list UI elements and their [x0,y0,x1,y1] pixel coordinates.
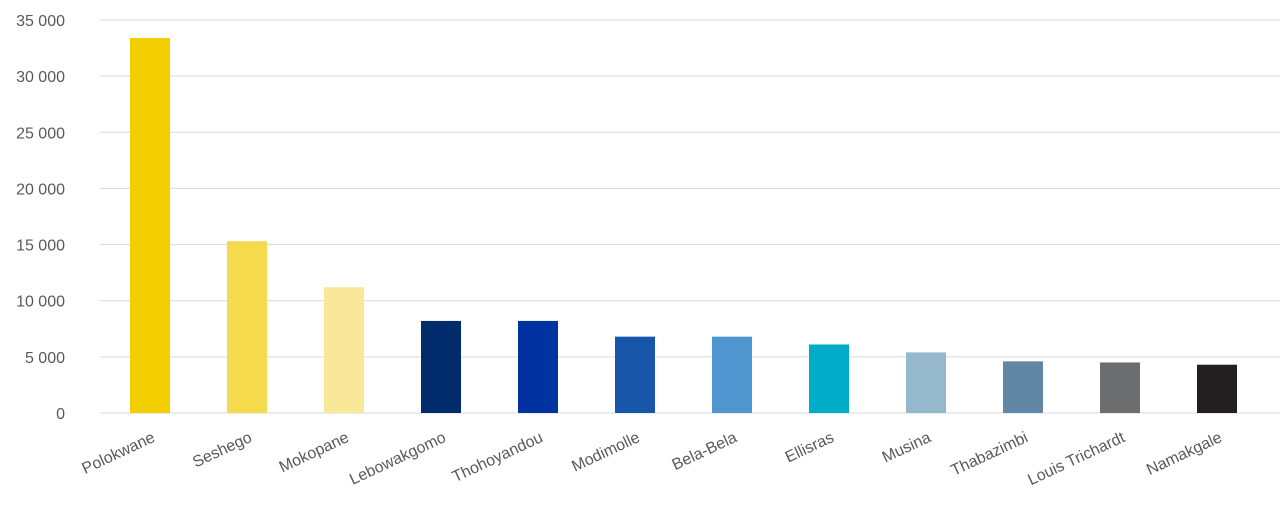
x-category-label: Thohoyandou [450,429,546,486]
x-category-label: Modimolle [569,429,642,475]
x-category-label: Thabazimbi [949,429,1031,479]
bar-louis-trichardt [1100,362,1140,413]
bar-ellisras [809,344,849,413]
x-category-label: Lebowakgomo [347,429,449,488]
bar-namakgale [1197,364,1237,413]
bar-musina [906,352,946,413]
x-category-label: Ellisras [783,429,837,466]
bar-mokopane [324,287,364,413]
gridlines [100,19,1280,414]
bar-modimolle [615,336,655,413]
y-tick-label: 30 000 [16,69,65,86]
x-category-label: Namakgale [1144,429,1225,479]
bar-bela-bela [712,336,752,413]
y-tick-label: 35 000 [16,13,65,30]
y-tick-label: 15 000 [16,238,65,255]
y-tick-label: 20 000 [16,181,65,198]
y-tick-label: 10 000 [16,294,65,311]
y-tick-label: 5 000 [25,350,65,367]
bars [130,37,1237,414]
y-tick-label: 0 [56,406,65,423]
y-tick-label: 25 000 [16,125,65,142]
x-category-label: Louis Trichardt [1025,429,1128,489]
bar-thabazimbi [1003,361,1043,413]
bar-thohoyandou [518,320,558,413]
x-category-label: Seshego [190,429,255,471]
x-category-label: Bela-Bela [670,429,740,474]
x-category-label: Musina [880,429,934,466]
bar-seshego [227,241,267,413]
x-category-label: Polokwane [80,429,158,478]
bar-lebowakgomo [421,320,461,413]
y-axis-tick-labels: 0 5 000 10 000 15 000 20 000 25 000 30 000 35 0… [16,13,65,423]
bar-polokwane [130,37,170,414]
x-category-label: Mokopane [277,429,352,476]
